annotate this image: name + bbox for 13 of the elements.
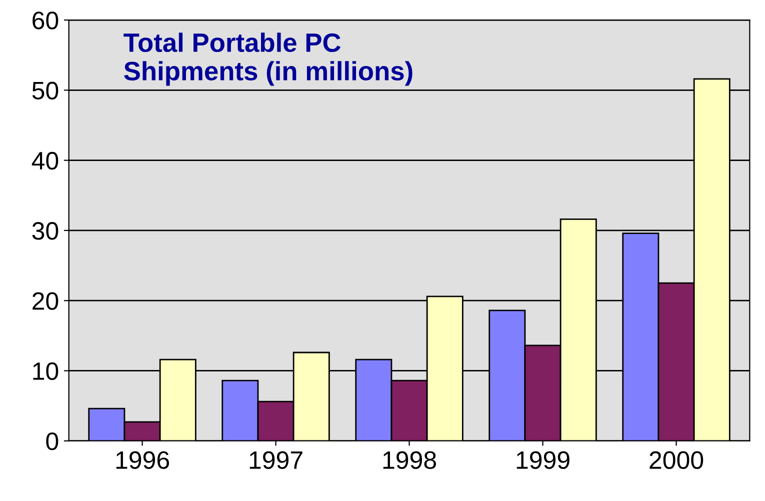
x-tick-label: 1996 bbox=[116, 451, 169, 469]
x-tick-label: 1998 bbox=[383, 451, 436, 469]
y-tick-label: 10 bbox=[33, 362, 58, 380]
y-tick-label: 30 bbox=[32, 222, 58, 240]
y-tick-label: 0 bbox=[46, 432, 58, 450]
x-tick-label: 1999 bbox=[516, 451, 570, 469]
text: Total Portable PC Shipments (in millions) bbox=[124, 32, 412, 86]
x-tick-label: 2000 bbox=[650, 451, 704, 469]
y-tick-label: 40 bbox=[32, 152, 58, 170]
y-tick-label: 60 bbox=[32, 12, 58, 30]
y-tick-label: 50 bbox=[32, 82, 58, 100]
x-tick-label: 1997 bbox=[250, 451, 302, 469]
y-tick-label: 20 bbox=[32, 292, 58, 310]
